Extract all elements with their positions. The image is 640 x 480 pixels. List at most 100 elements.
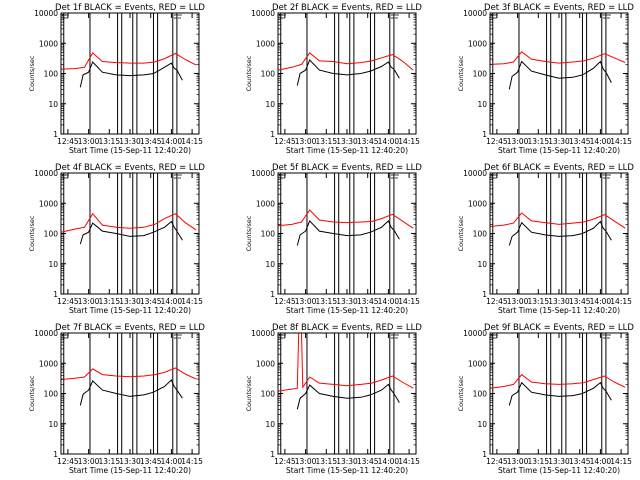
x-tick-label: 13:00 [78, 297, 100, 306]
event-flag-mark [394, 334, 399, 339]
y-tick-label: 1 [482, 450, 487, 459]
events-series-line [508, 220, 612, 246]
y-axis-label: Counts/sec [245, 215, 253, 251]
x-tick-label: 13:15 [527, 137, 549, 146]
x-tick-label: 12:45 [486, 137, 508, 146]
event-flag-mark [606, 174, 611, 179]
y-tick-label: 1 [53, 290, 58, 299]
lld-series-line [489, 373, 626, 389]
x-tick-label: 13:15 [315, 297, 337, 306]
y-tick-label: 100 [261, 230, 276, 239]
x-tick-label: 14:15 [610, 137, 632, 146]
x-tick-label: 13:45 [357, 457, 379, 466]
x-tick-label: 13:30 [336, 457, 358, 466]
x-tick-label: 13:15 [527, 297, 549, 306]
panel-title: Det 1f BLACK = Events, RED = LLD [55, 3, 205, 13]
event-flag-mark [390, 14, 395, 19]
y-tick-label: 10000 [34, 329, 58, 338]
x-tick-label: 14:15 [181, 137, 203, 146]
y-tick-label: 10000 [251, 9, 275, 18]
x-axis-label: Start Time (15-Sep-11 12:40:20) [69, 146, 191, 155]
event-flag-mark [390, 174, 395, 179]
x-tick-label: 13:15 [527, 457, 549, 466]
x-tick-label: 12:45 [57, 297, 79, 306]
y-tick-label: 1 [270, 290, 275, 299]
event-flag-mark [177, 174, 182, 179]
event-flag-mark [606, 334, 611, 339]
lld-series-line [489, 212, 626, 229]
lld-series-line [277, 52, 414, 71]
event-flag-mark [173, 174, 178, 179]
x-tick-label: 14:00 [161, 137, 183, 146]
x-tick-label: 13:45 [140, 137, 162, 146]
x-tick-label: 14:00 [161, 297, 183, 306]
y-tick-label: 100 [44, 70, 59, 79]
events-series-line [79, 61, 183, 88]
x-tick-label: 13:30 [548, 137, 570, 146]
y-axis-label: Counts/sec [245, 55, 253, 91]
x-tick-label: 13:00 [507, 297, 529, 306]
x-tick-label: 13:45 [569, 457, 591, 466]
panel-title: Det 2f BLACK = Events, RED = LLD [272, 3, 422, 13]
y-tick-label: 10000 [463, 9, 487, 18]
x-tick-label: 13:30 [336, 297, 358, 306]
y-tick-label: 1 [482, 290, 487, 299]
x-tick-label: 13:30 [548, 457, 570, 466]
detector-panel-1: Det 1f BLACK = Events, RED = LLD 1 10 100 10… [28, 3, 205, 155]
x-tick-label: 14:15 [398, 297, 420, 306]
y-tick-label: 10000 [251, 169, 275, 178]
detector-panel-5: Det 5f BLACK = Events, RED = LLD 1 10 100 10… [245, 163, 422, 315]
x-tick-label: 13:15 [98, 137, 120, 146]
events-series-line [296, 59, 400, 86]
x-tick-label: 13:15 [98, 297, 120, 306]
y-tick-label: 1000 [468, 199, 487, 208]
event-flag-mark [394, 174, 399, 179]
events-series-line [296, 383, 400, 410]
y-axis-label: Counts/sec [457, 215, 465, 251]
x-tick-label: 14:00 [590, 137, 612, 146]
y-tick-label: 1 [53, 130, 58, 139]
event-flag-mark [602, 174, 607, 179]
x-tick-label: 13:30 [336, 137, 358, 146]
detector-panel-9: Det 9f BLACK = Events, RED = LLD 1 10 100 10… [457, 323, 634, 475]
event-flag-mark [173, 14, 178, 19]
y-tick-label: 10 [48, 100, 58, 109]
lld-series-line [60, 52, 197, 70]
y-axis-label: Counts/sec [28, 55, 36, 91]
y-tick-label: 1000 [39, 359, 58, 368]
y-tick-label: 1000 [39, 39, 58, 48]
x-tick-label: 13:45 [569, 137, 591, 146]
x-tick-label: 12:45 [57, 457, 79, 466]
x-tick-label: 13:00 [507, 137, 529, 146]
y-tick-label: 100 [44, 230, 59, 239]
y-tick-label: 10 [265, 100, 275, 109]
x-tick-label: 13:45 [357, 297, 379, 306]
y-axis-label: Counts/sec [28, 215, 36, 251]
x-axis-label: Start Time (15-Sep-11 12:40:20) [286, 146, 408, 155]
plot-frame [60, 332, 200, 455]
x-tick-label: 14:15 [398, 457, 420, 466]
y-tick-label: 100 [473, 70, 488, 79]
x-tick-label: 12:45 [486, 297, 508, 306]
event-flag-mark [177, 334, 182, 339]
events-series-line [79, 220, 183, 245]
event-flag-mark [602, 14, 607, 19]
x-tick-label: 14:15 [181, 297, 203, 306]
y-tick-label: 10 [265, 260, 275, 269]
event-flag-mark [173, 334, 178, 339]
events-series-line [296, 219, 400, 246]
x-tick-label: 13:30 [119, 457, 141, 466]
event-flag-mark [606, 14, 611, 19]
y-tick-label: 10000 [34, 169, 58, 178]
panel-title: Det 9f BLACK = Events, RED = LLD [484, 323, 634, 333]
y-tick-label: 100 [261, 70, 276, 79]
panel-title: Det 7f BLACK = Events, RED = LLD [55, 323, 205, 333]
x-tick-label: 12:45 [57, 137, 79, 146]
panel-title: Det 8f BLACK = Events, RED = LLD [272, 323, 422, 333]
x-axis-label: Start Time (15-Sep-11 12:40:20) [498, 146, 620, 155]
y-tick-label: 10 [477, 100, 487, 109]
y-tick-label: 1 [53, 450, 58, 459]
x-axis-label: Start Time (15-Sep-11 12:40:20) [286, 466, 408, 475]
x-tick-label: 14:00 [161, 457, 183, 466]
lld-series-line [277, 209, 414, 229]
